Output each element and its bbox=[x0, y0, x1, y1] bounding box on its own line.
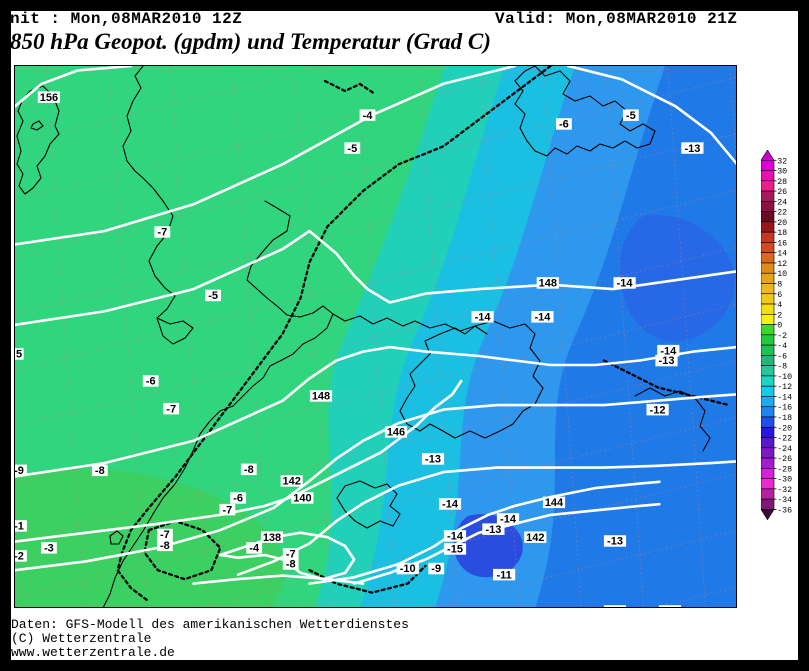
svg-text:-13: -13 bbox=[485, 524, 501, 536]
svg-text:140: 140 bbox=[293, 493, 311, 505]
svg-text:-8: -8 bbox=[286, 559, 296, 571]
svg-text:-8: -8 bbox=[160, 540, 170, 552]
svg-text:-13: -13 bbox=[607, 536, 623, 548]
svg-text:18: 18 bbox=[777, 229, 787, 238]
svg-text:-12: -12 bbox=[777, 383, 792, 392]
svg-text:6: 6 bbox=[777, 291, 782, 300]
svg-text:146: 146 bbox=[387, 427, 405, 439]
svg-text:2: 2 bbox=[777, 311, 782, 320]
svg-text:10: 10 bbox=[777, 270, 787, 279]
svg-text:5: 5 bbox=[16, 349, 22, 361]
svg-text:-14: -14 bbox=[617, 278, 634, 290]
svg-text:26: 26 bbox=[777, 188, 787, 197]
svg-text:138: 138 bbox=[263, 532, 281, 544]
svg-text:142: 142 bbox=[526, 532, 544, 544]
svg-text:-10: -10 bbox=[777, 373, 792, 382]
svg-text:-13: -13 bbox=[425, 454, 441, 466]
svg-text:-14: -14 bbox=[447, 531, 464, 543]
svg-text:-6: -6 bbox=[559, 119, 569, 131]
svg-text:-5: -5 bbox=[208, 290, 218, 302]
svg-text:-16: -16 bbox=[777, 404, 792, 413]
svg-text:-6: -6 bbox=[777, 352, 787, 361]
svg-text:148: 148 bbox=[312, 391, 330, 403]
svg-text:-6: -6 bbox=[146, 376, 156, 388]
svg-text:156: 156 bbox=[40, 92, 58, 104]
svg-text:-28: -28 bbox=[777, 465, 792, 474]
svg-text:-9: -9 bbox=[431, 563, 441, 575]
svg-text:-3: -3 bbox=[44, 543, 54, 555]
svg-text:-8: -8 bbox=[777, 363, 787, 372]
svg-text:20: 20 bbox=[777, 219, 787, 228]
svg-text:24: 24 bbox=[777, 198, 787, 207]
svg-text:30: 30 bbox=[777, 168, 787, 177]
svg-text:-5: -5 bbox=[347, 143, 357, 155]
svg-text:-13: -13 bbox=[684, 143, 700, 155]
svg-text:-4: -4 bbox=[363, 110, 374, 122]
svg-text:32: 32 bbox=[777, 157, 787, 166]
svg-text:-7: -7 bbox=[223, 504, 233, 516]
svg-text:28: 28 bbox=[777, 178, 787, 187]
svg-text:-8: -8 bbox=[244, 464, 254, 476]
svg-text:12: 12 bbox=[777, 260, 787, 269]
svg-text:-6: -6 bbox=[233, 493, 243, 505]
svg-text:4: 4 bbox=[777, 301, 782, 310]
svg-text:-20: -20 bbox=[777, 424, 792, 433]
svg-text:-5: -5 bbox=[626, 110, 636, 122]
svg-text:-32: -32 bbox=[777, 486, 792, 495]
svg-text:22: 22 bbox=[777, 209, 787, 218]
svg-text:142: 142 bbox=[283, 476, 301, 488]
svg-text:-8: -8 bbox=[95, 465, 105, 477]
svg-text:-11: -11 bbox=[496, 569, 511, 581]
svg-text:-2: -2 bbox=[15, 551, 24, 563]
svg-text:0: 0 bbox=[777, 322, 782, 331]
svg-text:-15: -15 bbox=[447, 544, 463, 556]
svg-text:-7: -7 bbox=[166, 403, 176, 415]
svg-text:-10: -10 bbox=[400, 563, 416, 575]
svg-text:148: 148 bbox=[539, 278, 557, 290]
svg-text:-14: -14 bbox=[534, 312, 551, 324]
svg-text:16: 16 bbox=[777, 239, 787, 248]
svg-text:-12: -12 bbox=[650, 404, 666, 416]
svg-text:-18: -18 bbox=[777, 414, 792, 423]
svg-text:-12: -12 bbox=[662, 606, 678, 608]
svg-text:-22: -22 bbox=[777, 435, 792, 444]
svg-text:-14: -14 bbox=[442, 499, 459, 511]
svg-text:-36: -36 bbox=[777, 506, 792, 515]
svg-text:-9: -9 bbox=[15, 465, 24, 477]
svg-text:14: 14 bbox=[777, 250, 787, 259]
svg-text:-4: -4 bbox=[249, 543, 260, 555]
svg-text:-26: -26 bbox=[777, 455, 792, 464]
svg-text:-7: -7 bbox=[157, 227, 167, 239]
svg-text:-2: -2 bbox=[777, 332, 787, 341]
svg-text:-10: -10 bbox=[607, 606, 623, 608]
svg-text:-13: -13 bbox=[659, 355, 675, 367]
svg-text:144: 144 bbox=[545, 497, 564, 509]
svg-text:-14: -14 bbox=[475, 312, 492, 324]
svg-text:-34: -34 bbox=[777, 496, 792, 505]
svg-text:-30: -30 bbox=[777, 476, 792, 485]
svg-text:8: 8 bbox=[777, 280, 782, 289]
svg-text:-24: -24 bbox=[777, 445, 792, 454]
svg-text:-14: -14 bbox=[777, 393, 792, 402]
svg-text:-1: -1 bbox=[15, 521, 24, 533]
svg-text:-4: -4 bbox=[777, 342, 787, 351]
